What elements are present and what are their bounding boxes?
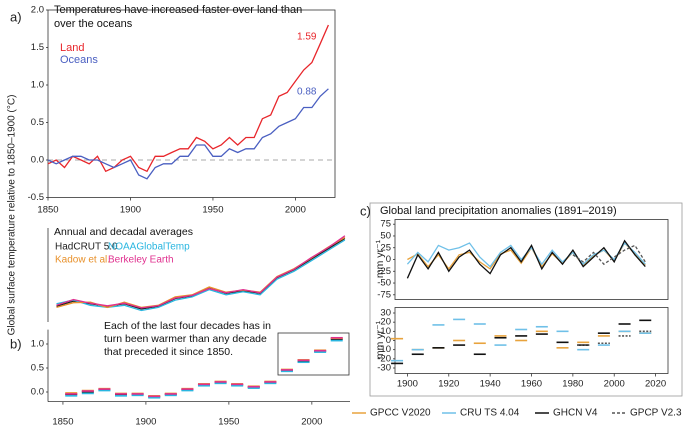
x-tick-label: 1950	[218, 417, 239, 428]
y-tick-label: -20	[377, 353, 391, 364]
y-axis-label: Global surface temperature relative to 1…	[7, 95, 18, 336]
y-tick-label: -50	[377, 278, 391, 289]
plot-frame	[394, 219, 669, 300]
x-tick-label: 2000	[301, 417, 322, 428]
chart-title-box: Temperatures have increased faster over …	[54, 4, 303, 30]
y-axis-label: mm yr⁻¹	[374, 239, 386, 278]
y-tick-label: 2.0	[31, 5, 44, 16]
end-value-label: 0.88	[297, 87, 317, 98]
plot-frame	[394, 307, 669, 374]
y-tick-label: -75	[377, 289, 391, 300]
y-tick-label: 1.0	[31, 339, 44, 350]
x-tick-label: 1980	[562, 379, 583, 390]
legend-label: NOAAGlobalTemp	[108, 242, 190, 253]
panel-c-frame	[369, 202, 683, 397]
y-tick-label: 30	[380, 308, 391, 319]
x-tick-label: 1950	[202, 205, 223, 216]
y-tick-label: -10	[377, 344, 391, 355]
y-tick-label: 0.5	[31, 363, 44, 374]
end-value-label: 1.59	[297, 32, 317, 43]
y-tick-label: 25	[380, 242, 391, 253]
legend-label: CRU TS 4.04	[460, 408, 520, 419]
legend-label: Kadow et al.	[55, 255, 110, 266]
y-tick-label: 0	[386, 335, 391, 346]
chart-title: Global land precipitation anomalies (189…	[380, 205, 617, 217]
series-line	[47, 24, 329, 173]
y-axis-label: mm yr⁻¹	[374, 320, 386, 359]
series-line	[572, 244, 646, 266]
legend-label: HadCRUT 5.0	[55, 242, 118, 253]
y-tick-label: 0	[386, 254, 391, 265]
x-tick-label: 1900	[397, 379, 418, 390]
x-tick-label: 1900	[120, 205, 141, 216]
x-tick-label: 1960	[521, 379, 542, 390]
legend-label: GPCC V2020	[370, 408, 431, 419]
y-tick-label: 0.0	[31, 387, 44, 398]
y-tick-label: -0.5	[28, 192, 44, 203]
y-tick-label: 1.0	[31, 80, 44, 91]
y-tick-label: 0.5	[31, 117, 44, 128]
x-tick-label: 1920	[438, 379, 459, 390]
panel-label: c)	[360, 203, 371, 218]
y-tick-label: -30	[377, 363, 391, 374]
x-tick-label: 1900	[135, 417, 156, 428]
y-tick-label: 50	[380, 230, 391, 241]
series-line	[406, 239, 646, 279]
x-tick-label: 2020	[645, 379, 666, 390]
panel-label: a)	[10, 9, 22, 24]
plot-frame	[47, 9, 336, 198]
highlight-box	[277, 332, 350, 376]
x-tick-label: 1940	[480, 379, 501, 390]
x-tick-label: 1850	[52, 417, 73, 428]
panel-label: b)	[10, 336, 22, 351]
legend-label: Berkeley Earth	[108, 255, 174, 266]
x-tick-label: 1850	[37, 205, 58, 216]
legend-label: GHCN V4	[553, 408, 598, 419]
series-line	[56, 235, 346, 309]
x-tick-label: 2000	[604, 379, 625, 390]
y-tick-label: 20	[380, 317, 391, 328]
legend-label: Oceans	[60, 54, 98, 66]
legend-label: Land	[60, 42, 84, 54]
y-tick-label: 1.5	[31, 42, 44, 53]
chart-title: Annual and decadal averages	[54, 226, 193, 238]
series-line	[47, 88, 329, 180]
y-tick-label: 10	[380, 326, 391, 337]
legend-label: GPCP V2.3	[630, 408, 682, 419]
chart-title-box: Annual and decadal averages	[54, 226, 193, 238]
x-tick-label: 2000	[285, 205, 306, 216]
y-tick-label: 75	[380, 219, 391, 230]
y-tick-label: -25	[377, 266, 391, 277]
annotation-box: Each of the last four decades has in tur…	[104, 320, 271, 359]
chart-title-box: Global land precipitation anomalies (189…	[380, 205, 617, 217]
y-tick-label: 0.0	[31, 155, 44, 166]
chart-title: Temperatures have increased faster over …	[54, 4, 303, 30]
annotation: Each of the last four decades has in tur…	[104, 320, 271, 359]
